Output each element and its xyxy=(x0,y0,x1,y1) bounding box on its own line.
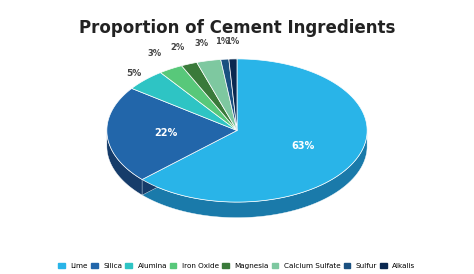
Text: 5%: 5% xyxy=(126,69,142,78)
Polygon shape xyxy=(182,62,237,130)
Text: 1%: 1% xyxy=(225,36,239,45)
Text: 3%: 3% xyxy=(194,39,209,48)
Text: 2%: 2% xyxy=(170,43,184,52)
Polygon shape xyxy=(142,130,237,195)
Polygon shape xyxy=(142,59,367,202)
Polygon shape xyxy=(197,59,237,130)
Text: 63%: 63% xyxy=(291,141,314,151)
Polygon shape xyxy=(142,130,237,195)
Text: Proportion of Cement Ingredients: Proportion of Cement Ingredients xyxy=(79,19,395,37)
Text: 3%: 3% xyxy=(147,49,161,58)
Polygon shape xyxy=(142,133,367,218)
Legend: Lime, Silica, Alumina, Iron Oxide, Magnesia, Calcium Sulfate, Sulfur, Alkalis: Lime, Silica, Alumina, Iron Oxide, Magne… xyxy=(57,261,417,270)
Polygon shape xyxy=(107,130,142,195)
Polygon shape xyxy=(107,89,237,179)
Polygon shape xyxy=(229,59,237,130)
Polygon shape xyxy=(161,66,237,130)
Text: 1%: 1% xyxy=(215,37,229,46)
Polygon shape xyxy=(132,73,237,130)
Polygon shape xyxy=(221,59,237,130)
Text: 22%: 22% xyxy=(154,128,177,138)
